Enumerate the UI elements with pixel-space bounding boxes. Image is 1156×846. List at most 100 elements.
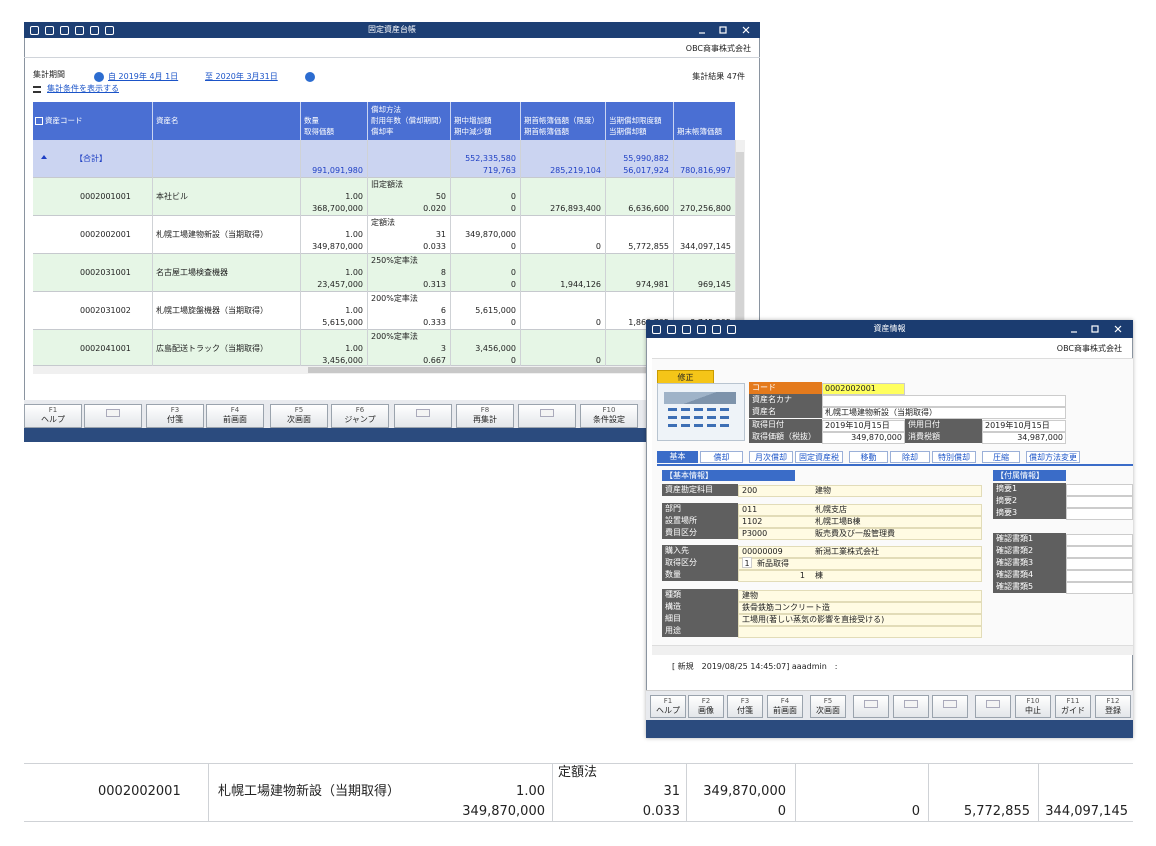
cell-divider [300, 330, 301, 366]
cell-divider [673, 292, 674, 330]
column-header: 資産コード [45, 116, 83, 125]
field-value: 2019年10月15日 [825, 421, 890, 430]
icon-window [668, 424, 677, 427]
field-unit: 棟 [815, 571, 823, 580]
cell-code: 0002002001 [98, 784, 181, 799]
function-key[interactable] [331, 404, 389, 428]
field-box [738, 602, 982, 614]
function-key[interactable] [810, 695, 846, 718]
function-key[interactable] [650, 695, 686, 718]
tab[interactable]: 固定資産税 [795, 451, 843, 463]
company: OBC商事株式会社 [1056, 344, 1122, 353]
field-value: 0002002001 [825, 384, 876, 393]
tab[interactable]: 月次償却 [749, 451, 793, 463]
function-key-label: 次画面 [816, 706, 840, 715]
separator [24, 57, 760, 58]
column-header: 期末帳簿価額 [677, 127, 722, 136]
cell-divider [450, 140, 451, 178]
toolbar-icon[interactable] [712, 325, 721, 334]
cell-code: 0002031002 [80, 306, 131, 315]
window-controls[interactable] [1068, 324, 1128, 334]
function-key[interactable] [1095, 695, 1131, 718]
tab-underline [657, 464, 1133, 466]
function-key[interactable] [270, 404, 328, 428]
scroll-thumb[interactable] [736, 152, 744, 352]
function-key[interactable] [456, 404, 514, 428]
cell-divider [450, 178, 451, 216]
toolbar-icon[interactable] [105, 26, 114, 35]
cell-rate: 0.020 [423, 204, 446, 213]
field-box [738, 626, 982, 638]
cell-begin: 0 [911, 804, 920, 819]
cell-depreciation: 56,017,924 [623, 166, 669, 175]
function-key-label: 条件設定 [593, 415, 625, 424]
function-key-label: ヘルプ [656, 706, 680, 715]
tab[interactable]: 償却 [700, 451, 743, 463]
tab[interactable]: 特別償却 [932, 451, 976, 463]
icon-window [681, 424, 690, 427]
field-quantity: 1 [799, 571, 805, 580]
cell-divider [450, 216, 451, 254]
cell-cost: 368,700,000 [312, 204, 363, 213]
company: OBC商事株式会社 [685, 44, 751, 53]
window-controls[interactable] [696, 25, 756, 35]
toolbar-icon[interactable] [45, 26, 54, 35]
toolbar-icon[interactable] [90, 26, 99, 35]
field-box [738, 504, 982, 516]
function-key[interactable] [727, 695, 763, 718]
cell-divider [450, 254, 451, 292]
tab[interactable]: 償却方法変更 [1026, 451, 1080, 463]
function-key[interactable] [767, 695, 803, 718]
function-key-code: F10 [1026, 697, 1040, 705]
field-label: 摘要3 [993, 507, 1066, 519]
icon-window [668, 416, 677, 419]
cell-increase: 552,335,580 [465, 154, 516, 163]
header-divider [605, 102, 606, 140]
scroll-thumb[interactable] [308, 367, 735, 373]
field-code: 011 [742, 505, 758, 514]
cell-decrease: 0 [510, 242, 516, 251]
function-key[interactable] [146, 404, 204, 428]
function-key-blank [986, 700, 1000, 708]
toolbar-icon[interactable] [727, 325, 736, 334]
field-box [1066, 496, 1133, 508]
cell-begin: 1,944,126 [560, 280, 601, 289]
tab[interactable]: 移動 [849, 451, 888, 463]
toolbar-icon[interactable] [30, 26, 39, 35]
period-from: 自 2019年 4月 1日 [108, 72, 179, 81]
tab[interactable]: 圧縮 [982, 451, 1020, 463]
cell-divider [673, 254, 674, 292]
zoom-row [24, 763, 1133, 822]
cell-end: 969,145 [697, 280, 731, 289]
collapse-icon[interactable] [41, 155, 47, 159]
function-key[interactable] [1015, 695, 1051, 718]
toolbar-icon[interactable] [682, 325, 691, 334]
column-header: 期首帳簿価額（限度） [524, 116, 599, 125]
function-key[interactable] [24, 404, 82, 428]
function-key[interactable] [1055, 695, 1091, 718]
mode-badge: 修正 [657, 370, 714, 384]
icon-window [694, 424, 703, 427]
cell-divider [300, 292, 301, 330]
function-key[interactable] [688, 695, 724, 718]
toolbar-icon[interactable] [75, 26, 84, 35]
tab[interactable]: 基本 [657, 451, 698, 463]
cell-divider [795, 763, 796, 822]
field-label: 確認書類3 [993, 557, 1066, 569]
cell-quantity: 1.00 [516, 784, 545, 799]
next-period-button[interactable] [305, 72, 315, 82]
prev-period-button[interactable] [94, 72, 104, 82]
toolbar-icon[interactable] [60, 26, 69, 35]
tab[interactable]: 除却 [890, 451, 930, 463]
toolbar-icon[interactable] [652, 325, 661, 334]
function-key-code: F4 [780, 697, 790, 705]
toolbar-icon[interactable] [667, 325, 676, 334]
field-label: 取得価額（税抜） [749, 431, 822, 443]
function-key[interactable] [206, 404, 264, 428]
cell-rate: 0.333 [423, 318, 446, 327]
function-key[interactable] [580, 404, 638, 428]
column-header: 資産名 [156, 116, 179, 125]
toolbar-icon[interactable] [697, 325, 706, 334]
column-header: 耐用年数（償却期間） [371, 116, 446, 125]
cell-life: 3 [440, 344, 446, 353]
